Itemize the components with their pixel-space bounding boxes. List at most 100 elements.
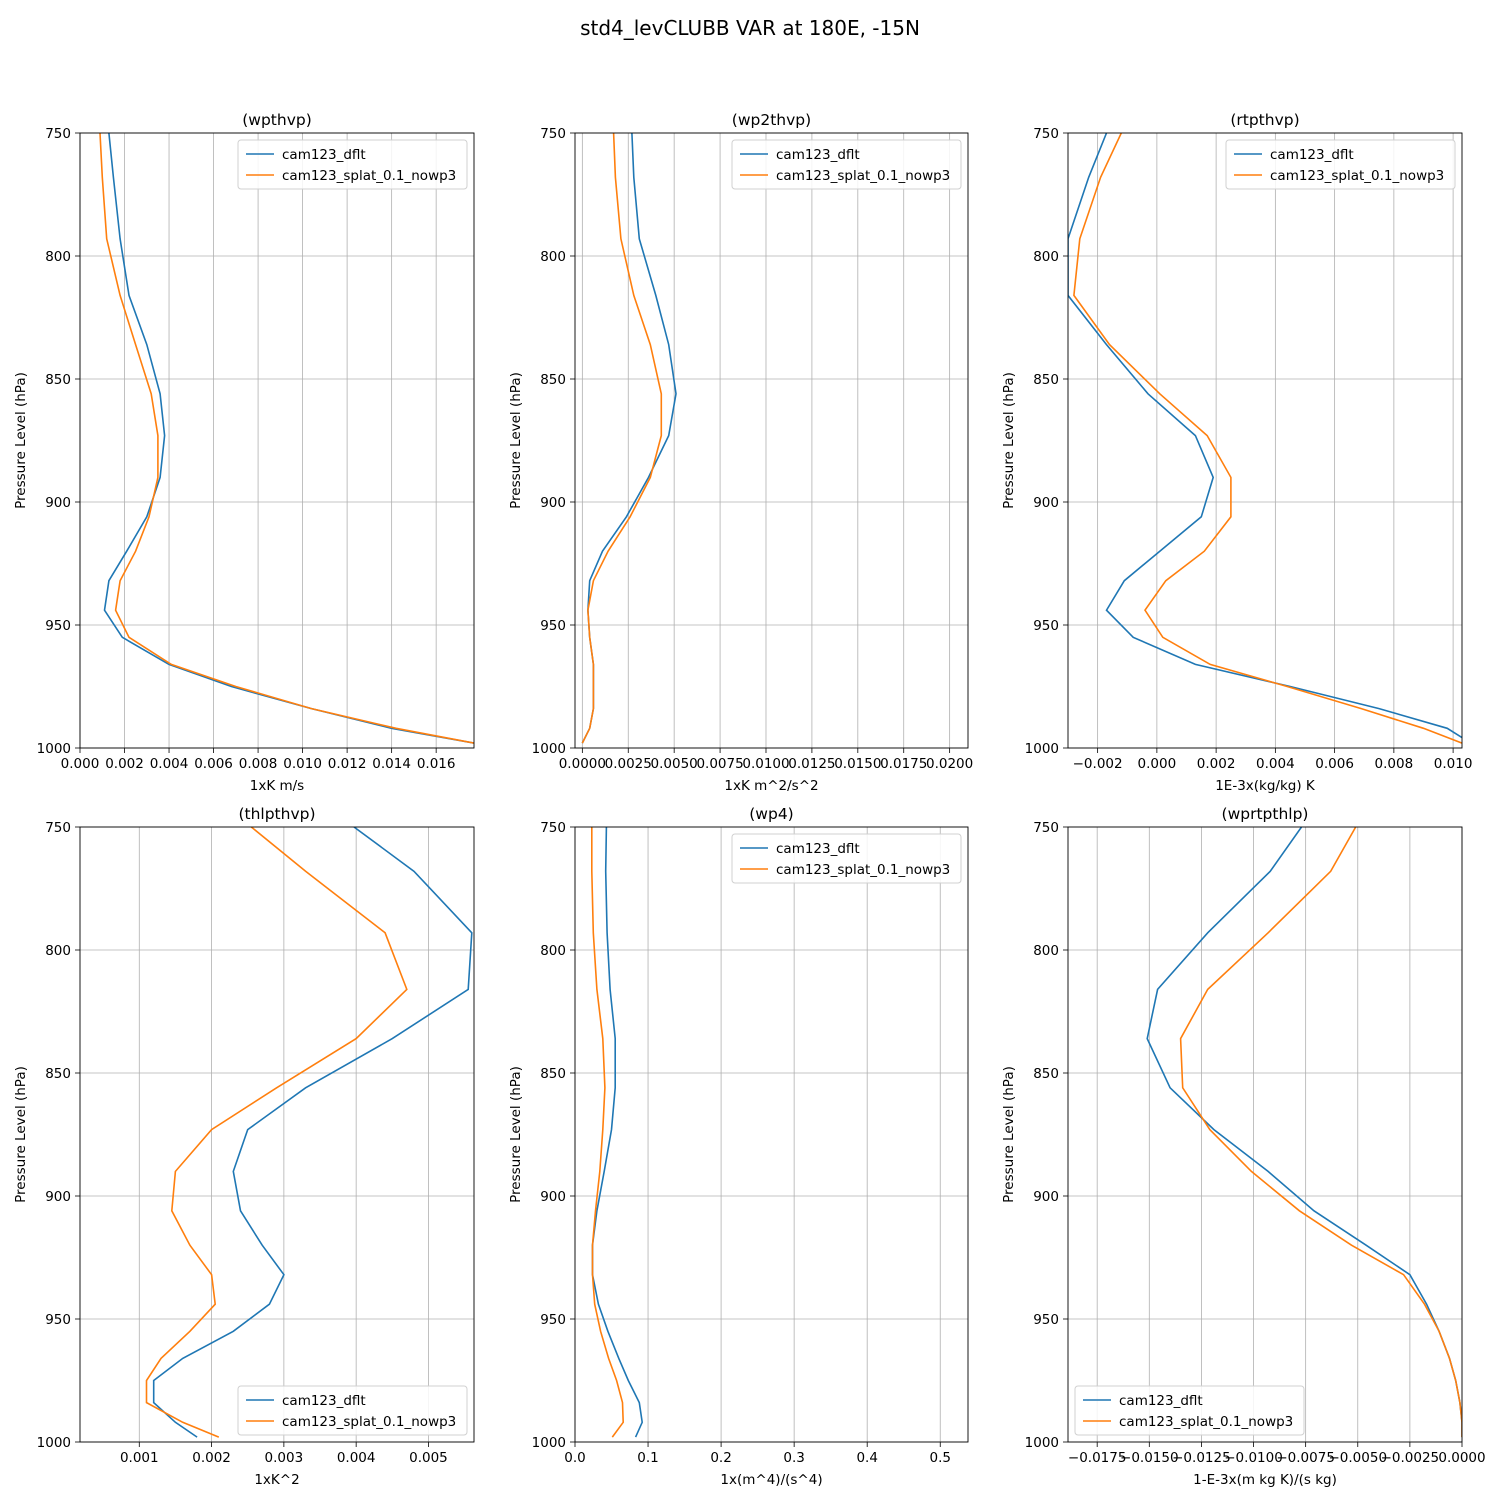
x-tick-label: 0.002 <box>105 756 144 772</box>
y-tick-label: 950 <box>540 1312 566 1328</box>
x-tick-label: 0.005 <box>409 1450 448 1466</box>
y-tick-label: 950 <box>45 1312 71 1328</box>
y-axis-label: Pressure Level (hPa) <box>13 1066 29 1203</box>
legend-box <box>731 833 962 884</box>
y-tick-label: 900 <box>1033 495 1059 511</box>
legend-box <box>1074 1385 1305 1436</box>
y-tick-label: 800 <box>45 943 71 959</box>
y-tick-label: 800 <box>45 249 71 265</box>
legend: cam123_dflt cam123_splat_0.1_nowp3 <box>1074 1385 1305 1436</box>
y-tick-label: 1000 <box>532 741 566 757</box>
x-tick-label: 0.006 <box>194 756 233 772</box>
x-tick-label: 0.004 <box>337 1450 376 1466</box>
legend-label: cam123_dflt <box>1270 147 1354 163</box>
x-axis-label: 1xK^2 <box>254 1472 299 1488</box>
axes-frame <box>1067 826 1463 1443</box>
y-axis-label: Pressure Level (hPa) <box>13 372 29 509</box>
subplot-2: 0.00000.00250.00500.00750.01000.01250.01… <box>508 111 973 794</box>
legend: cam123_dflt cam123_splat_0.1_nowp3 <box>731 833 962 884</box>
x-tick-label: −0.0100 <box>1224 1450 1283 1466</box>
y-tick-label: 800 <box>1033 943 1059 959</box>
x-tick-label: 0.0150 <box>834 756 881 772</box>
series-line-1 <box>1146 827 1462 1438</box>
x-tick-label: 0.010 <box>1434 756 1473 772</box>
x-axis-label: 1xK m^2/s^2 <box>724 778 818 794</box>
y-tick-label: 750 <box>540 126 566 142</box>
x-tick-label: 0.0 <box>564 1450 585 1466</box>
subplot-title: (thlpthvp) <box>238 805 315 823</box>
series-line-2 <box>99 133 474 744</box>
x-tick-label: 0.010 <box>283 756 322 772</box>
x-tick-label: 0.003 <box>265 1450 304 1466</box>
x-tick-label: 0.014 <box>372 756 411 772</box>
series-line-1 <box>1068 133 1462 739</box>
x-tick-label: −0.0075 <box>1276 1450 1335 1466</box>
subplot-title: (wp4) <box>749 805 793 823</box>
x-tick-label: 0.3 <box>783 1450 804 1466</box>
x-tick-label: 0.0000 <box>1438 1450 1485 1466</box>
y-tick-label: 1000 <box>532 1435 566 1451</box>
y-tick-label: 750 <box>1033 820 1059 836</box>
legend-label: cam123_dflt <box>282 147 366 163</box>
subplot-3: −0.002 0.000 0.002 0.004 0.006 0.008 0.010 750 8… <box>1001 111 1472 794</box>
legend-label: cam123_splat_0.1_nowp3 <box>282 168 456 184</box>
x-axis-label: 1xK m/s <box>250 778 304 794</box>
legend-box <box>237 1385 468 1436</box>
legend-label: cam123_dflt <box>776 147 860 163</box>
x-axis-label: 1E-3x(kg/kg) K <box>1215 778 1316 794</box>
x-tick-label: −0.0050 <box>1328 1450 1387 1466</box>
x-tick-label: 0.008 <box>239 756 278 772</box>
x-tick-label: 0.016 <box>417 756 456 772</box>
y-tick-label: 900 <box>45 1189 71 1205</box>
y-tick-label: 950 <box>1033 618 1059 634</box>
y-tick-label: 900 <box>540 1189 566 1205</box>
x-tick-label: 0.002 <box>192 1450 231 1466</box>
y-tick-label: 850 <box>45 372 71 388</box>
y-tick-label: 850 <box>540 1066 566 1082</box>
y-tick-label: 950 <box>1033 1312 1059 1328</box>
series-line-2 <box>590 827 625 1438</box>
legend-label: cam123_dflt <box>776 841 860 857</box>
x-tick-label: 0.0050 <box>651 756 698 772</box>
series-line-1 <box>103 133 474 744</box>
legend: cam123_dflt cam123_splat_0.1_nowp3 <box>237 1385 468 1436</box>
y-tick-label: 950 <box>45 618 71 634</box>
y-tick-label: 850 <box>45 1066 71 1082</box>
subplot-5: 0.0 0.1 0.2 0.3 0.4 0.5 750 800 850 900 950 1000 (wp… <box>508 805 969 1488</box>
y-tick-label: 1000 <box>1025 741 1059 757</box>
legend-label: cam123_dflt <box>1119 1393 1203 1409</box>
x-tick-label: −0.0175 <box>1068 1450 1127 1466</box>
x-tick-label: 0.0125 <box>788 756 835 772</box>
x-tick-label: 0.0025 <box>605 756 652 772</box>
y-tick-label: 750 <box>540 820 566 836</box>
y-tick-label: 1000 <box>37 1435 71 1451</box>
y-tick-label: 800 <box>540 943 566 959</box>
series-line-2 <box>1073 133 1462 744</box>
y-axis-label: Pressure Level (hPa) <box>1001 1066 1017 1203</box>
subplot-1: 0.000 0.002 0.004 0.006 0.008 0.010 0.012 0.014… <box>13 111 475 794</box>
series-line-1 <box>581 133 677 744</box>
subplot-title: (wpthvp) <box>242 111 312 129</box>
x-tick-label: 0.006 <box>1315 756 1354 772</box>
x-tick-label: 0.000 <box>61 756 100 772</box>
x-tick-label: −0.002 <box>1073 756 1123 772</box>
subplot-title: (rtpthvp) <box>1230 111 1299 129</box>
y-tick-label: 850 <box>1033 1066 1059 1082</box>
y-tick-label: 750 <box>45 820 71 836</box>
legend-label: cam123_splat_0.1_nowp3 <box>1119 1414 1293 1430</box>
y-tick-label: 950 <box>540 618 566 634</box>
x-tick-label: 0.002 <box>1197 756 1236 772</box>
legend-box <box>1225 139 1456 190</box>
x-tick-label: 0.004 <box>150 756 189 772</box>
subplot-title: (wp2thvp) <box>732 111 811 129</box>
subplot-title: (wprtpthlp) <box>1222 805 1309 823</box>
x-tick-label: 0.4 <box>856 1450 877 1466</box>
legend: cam123_dflt cam123_splat_0.1_nowp3 <box>237 139 468 190</box>
x-tick-label: −0.0150 <box>1120 1450 1179 1466</box>
axes-frame <box>1067 132 1463 749</box>
x-tick-label: 0.008 <box>1375 756 1414 772</box>
legend: cam123_dflt cam123_splat_0.1_nowp3 <box>731 139 962 190</box>
legend-label: cam123_splat_0.1_nowp3 <box>776 862 950 878</box>
series-line-2 <box>145 827 408 1438</box>
y-tick-label: 800 <box>540 249 566 265</box>
